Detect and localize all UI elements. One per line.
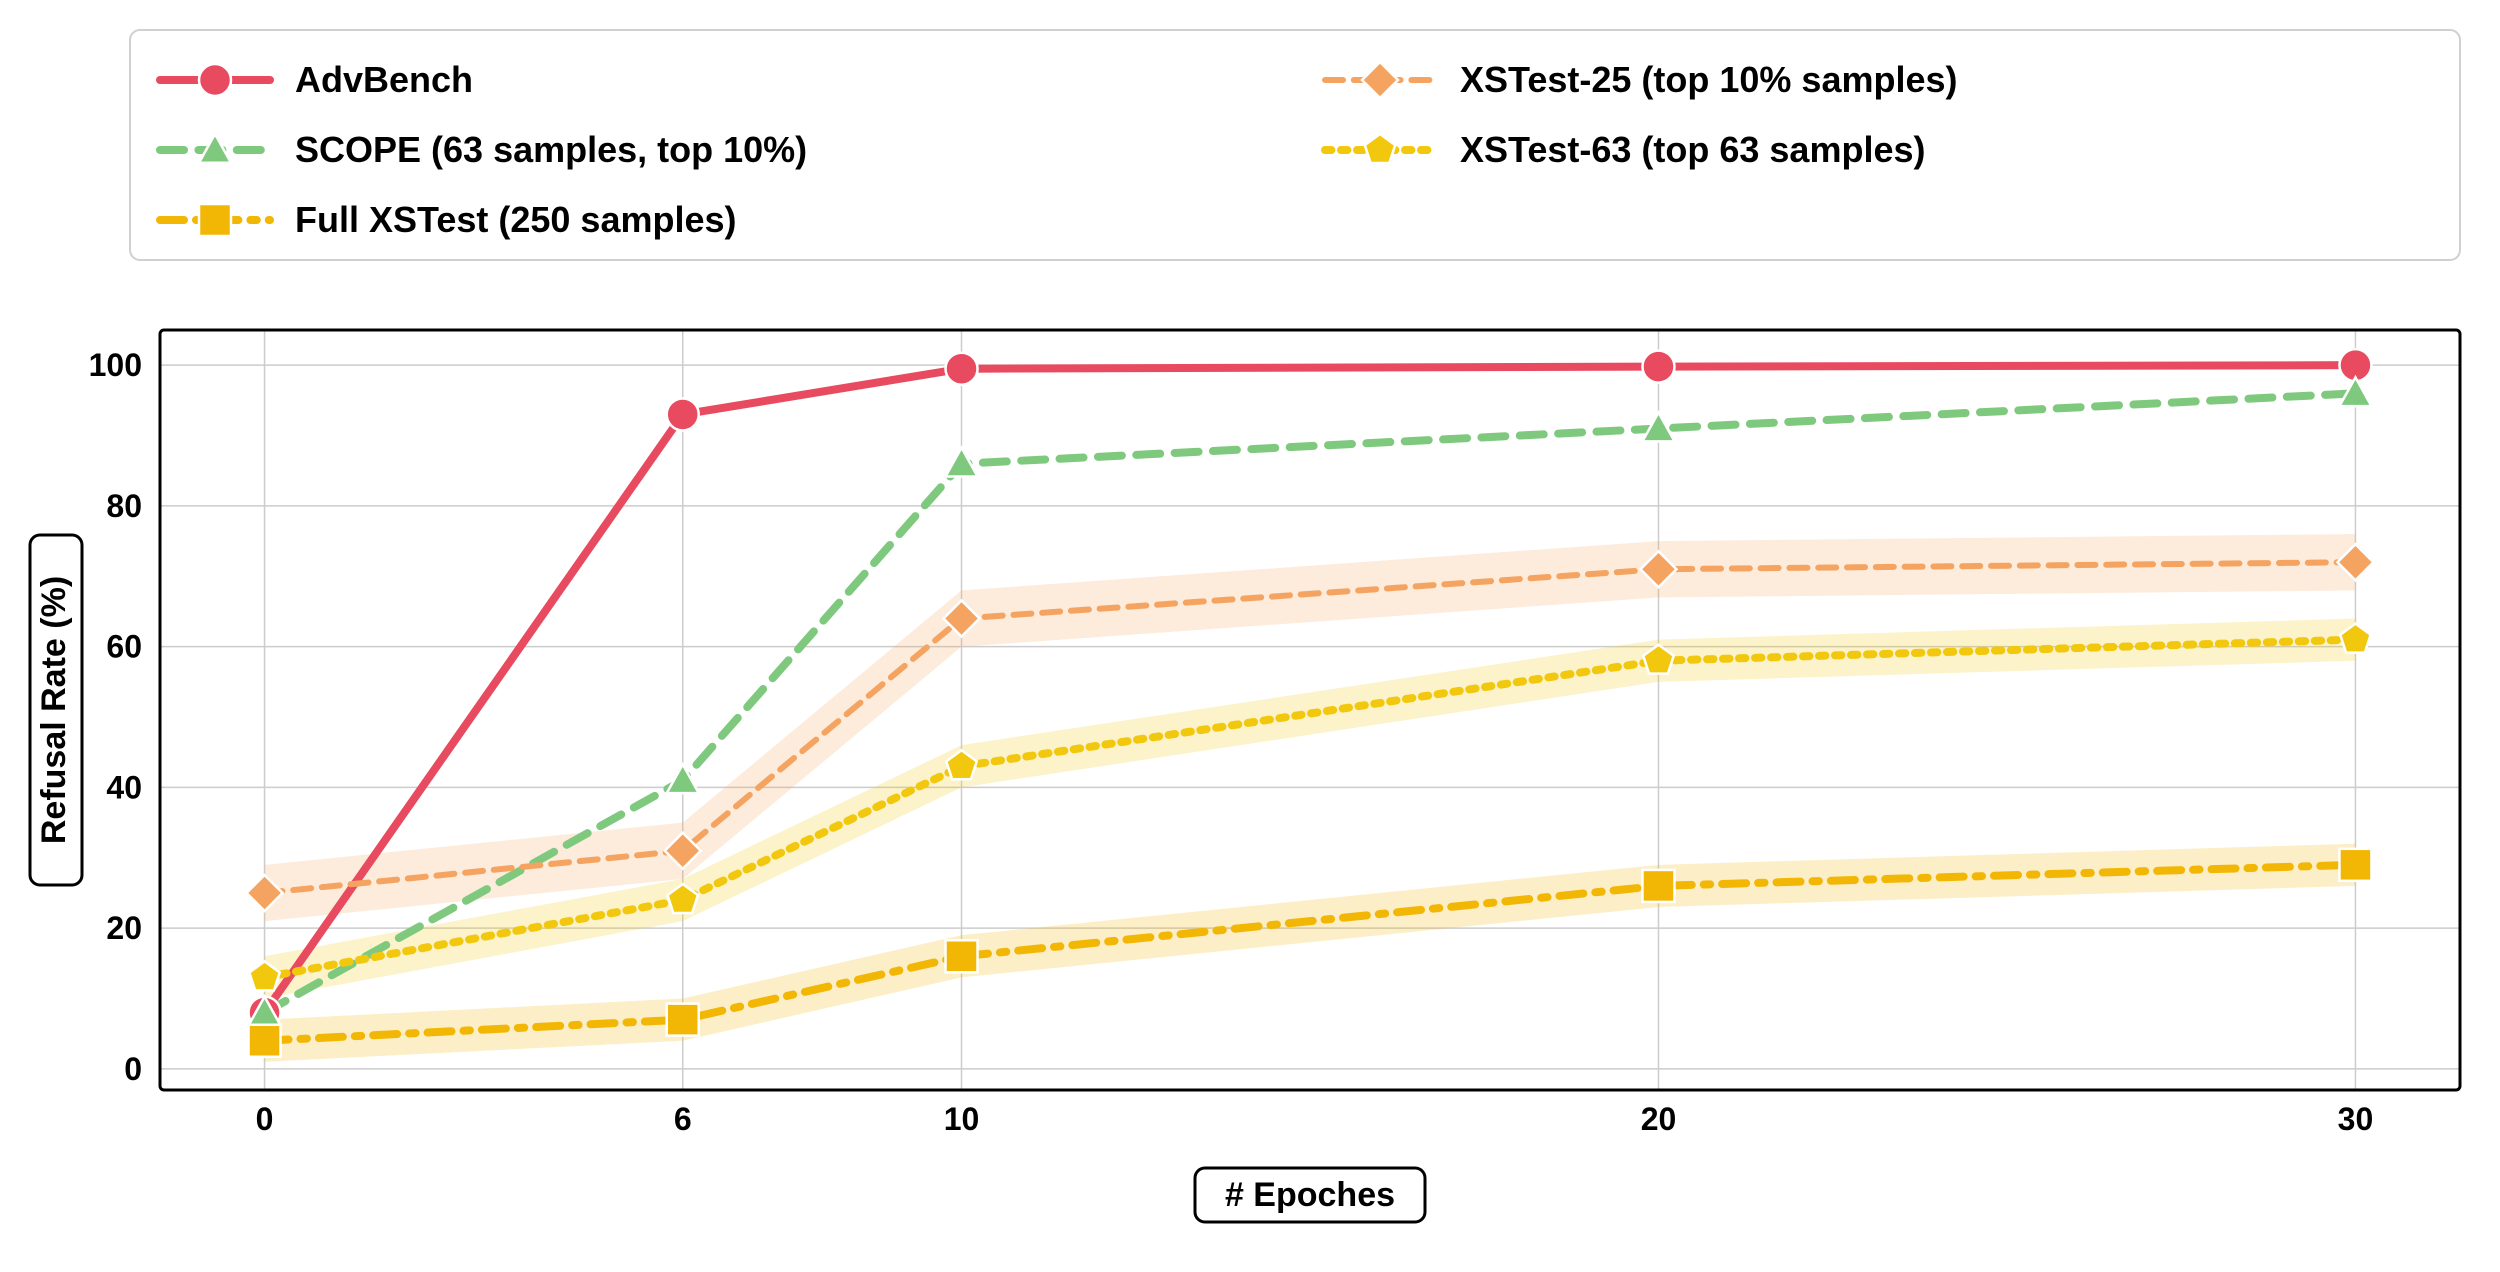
legend-label: SCOPE (63 samples, top 10%) (295, 129, 807, 170)
line-chart: 0 6 10 20 30 0 20 40 60 80 100 Refusal Rate (%) # Ep… (20, 20, 2480, 1252)
x-tick-label: 6 (674, 1101, 692, 1137)
x-axis-label: # Epoches (1225, 1176, 1395, 1214)
legend-label: Full XSTest (250 samples) (295, 199, 737, 240)
y-tick-label: 80 (106, 488, 142, 524)
y-tick-label: 40 (106, 769, 142, 805)
legend-label: AdvBench (295, 59, 473, 100)
y-tick-label: 0 (124, 1051, 142, 1087)
legend-label: XSTest-63 (top 63 samples) (1460, 129, 1926, 170)
x-tick-label: 30 (2338, 1101, 2374, 1137)
y-tick-label: 100 (89, 347, 142, 383)
x-tick-label: 0 (256, 1101, 274, 1137)
x-tick-label: 10 (944, 1101, 980, 1137)
chart-container: 0 6 10 20 30 0 20 40 60 80 100 Refusal Rate (%) # Ep… (20, 20, 2480, 1252)
legend-label: XSTest-25 (top 10% samples) (1460, 59, 1958, 100)
x-tick-label: 20 (1641, 1101, 1677, 1137)
y-axis-label: Refusal Rate (%) (35, 576, 73, 844)
y-tick-label: 20 (106, 910, 142, 946)
y-tick-label: 60 (106, 629, 142, 665)
